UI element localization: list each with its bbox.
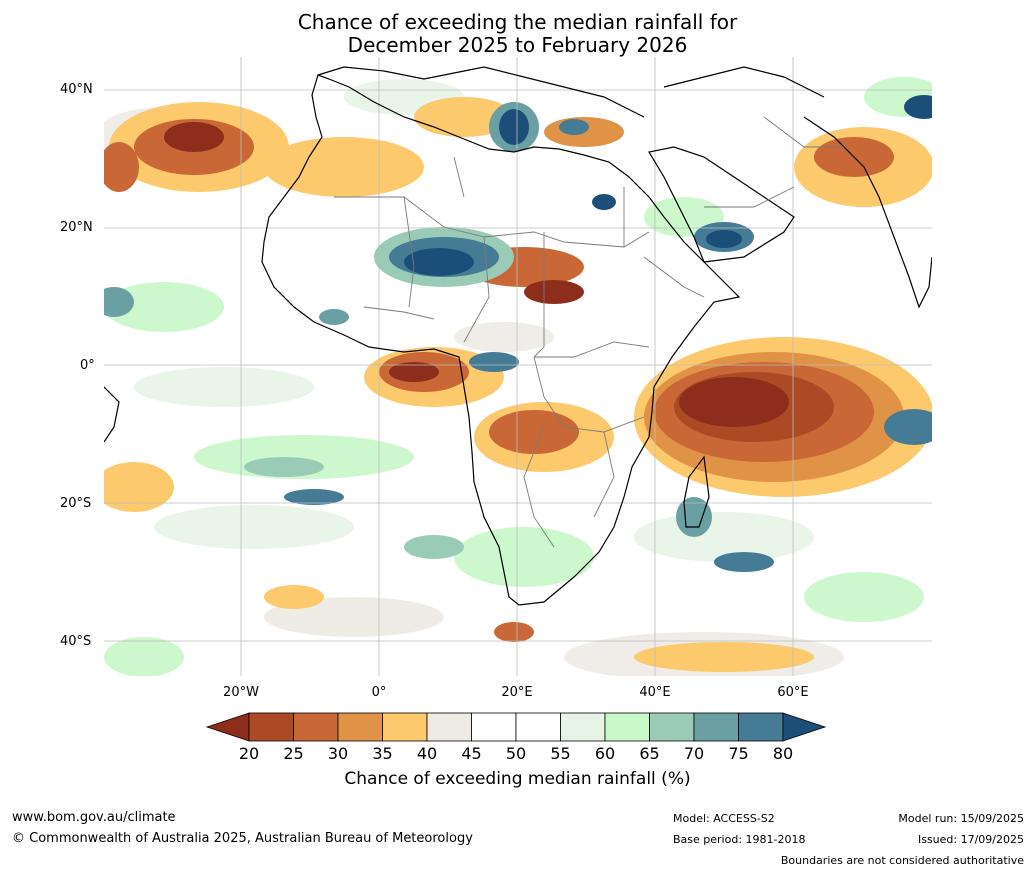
lat-label-20s: 20°S <box>60 496 92 511</box>
lon-label-0: 0° <box>371 685 387 700</box>
lat-label-20n: 20°N <box>60 220 93 235</box>
colorbar-tick-label: 75 <box>728 744 749 763</box>
colorbar-segment <box>604 712 650 742</box>
colorbar-tick-label: 40 <box>416 744 438 763</box>
colorbar-tick-label: 25 <box>283 744 304 763</box>
colorbar-tick-label: 45 <box>461 744 482 763</box>
colorbar-segment <box>649 712 695 742</box>
colorbar-segment <box>560 712 606 742</box>
colorbar-segment <box>693 712 739 742</box>
footer-model: Model: ACCESS-S2 <box>673 812 775 825</box>
footer-copyright: © Commonwealth of Australia 2025, Austra… <box>12 831 473 846</box>
colorbar-legend <box>205 712 827 742</box>
colorbar-segment <box>248 712 294 742</box>
lat-label-40s: 40°S <box>60 634 92 649</box>
colorbar-arrow-low <box>205 712 250 742</box>
colorbar-tick-label: 70 <box>683 744 705 763</box>
lat-label-40n: 40°N <box>60 82 93 97</box>
footer-disclaimer: Boundaries are not considered authoritat… <box>780 854 1024 867</box>
coastlines <box>104 66 932 606</box>
colorbar-segment <box>738 712 784 742</box>
colorbar-segment <box>293 712 339 742</box>
colorbar-tick-label: 35 <box>372 744 393 763</box>
footer-model-run: Model run: 15/09/2025 <box>898 812 1024 825</box>
country-borders <box>334 116 844 548</box>
colorbar-segment <box>426 712 472 742</box>
colorbar-arrow-high <box>782 712 827 742</box>
rainfall-probability-map <box>104 57 932 676</box>
lon-label-60e: 60°E <box>777 685 809 700</box>
lon-label-40e: 40°E <box>639 685 671 700</box>
footer-base-period: Base period: 1981-2018 <box>673 833 806 846</box>
footer-url: www.bom.gov.au/climate <box>12 810 176 825</box>
colorbar-tick-label: 65 <box>639 744 660 763</box>
map-canvas <box>104 57 932 676</box>
colorbar-tick-label: 55 <box>550 744 571 763</box>
colorbar-tick-label: 50 <box>505 744 527 763</box>
colorbar-segment <box>382 712 428 742</box>
map-title-line2: December 2025 to February 2026 <box>347 33 688 57</box>
colorbar-title: Chance of exceeding median rainfall (%) <box>344 769 691 789</box>
lon-label-20w: 20°W <box>223 685 259 700</box>
colorbar-segment <box>471 712 517 742</box>
lat-label-equator: 0° <box>80 358 95 373</box>
above-median-anomalies <box>104 95 932 572</box>
graticule <box>104 57 932 676</box>
colorbar-tick-label: 80 <box>772 744 794 763</box>
map-title-line1: Chance of exceeding the median rainfall … <box>297 10 738 34</box>
colorbar-tick-label: 20 <box>238 744 260 763</box>
colorbar-tick-label: 60 <box>594 744 616 763</box>
colorbar-segment <box>515 712 561 742</box>
colorbar-segment <box>337 712 383 742</box>
footer-issued: Issued: 17/09/2025 <box>917 833 1024 846</box>
colorbar-tick-label: 30 <box>327 744 349 763</box>
lon-label-20e: 20°E <box>501 685 533 700</box>
